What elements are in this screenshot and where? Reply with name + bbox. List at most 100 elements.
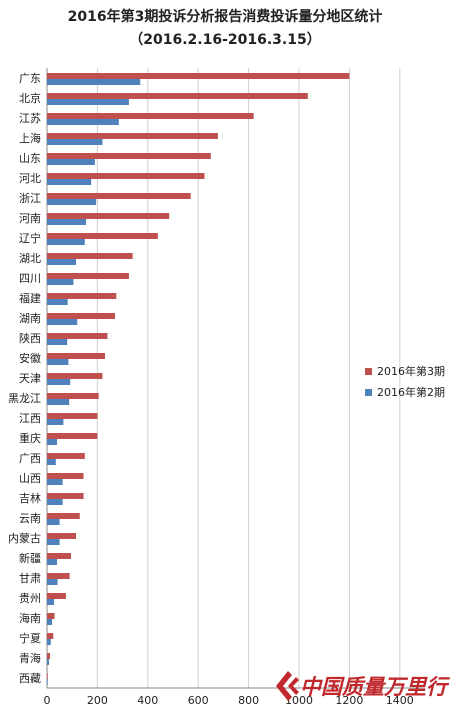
x-tick-labels: 0 200 400 600 800 1000 1200 1400: [44, 694, 414, 707]
bar-series-2: [47, 179, 92, 185]
category-labels: 广东北京江苏上海山东河北浙江河南辽宁湖北四川福建湖南陕西安徽天津黑龙江江西重庆广…: [8, 72, 41, 685]
bar-series-1: [47, 253, 133, 259]
bar-series-1: [47, 633, 54, 639]
x-tick-label: 1200: [335, 694, 363, 707]
category-label: 辽宁: [19, 231, 41, 245]
bar-series-1: [47, 373, 103, 379]
bar-series-1: [47, 93, 308, 99]
bar-series-1: [47, 293, 117, 299]
bar-series-2: [47, 199, 97, 205]
category-label: 广西: [19, 452, 41, 465]
bar-series-2: [47, 499, 63, 505]
category-label: 河南: [19, 212, 41, 225]
gridlines: [46, 68, 425, 689]
bar-series-1: [47, 473, 84, 479]
category-label: 浙江: [19, 192, 41, 205]
bars: [47, 73, 350, 685]
bar-series-2: [47, 119, 119, 125]
x-tick-label: 0: [44, 694, 51, 707]
bar-series-1: [47, 153, 211, 159]
bar-series-1: [47, 493, 84, 499]
bar-series-1: [47, 213, 170, 219]
x-tick-label: 1400: [386, 694, 414, 707]
bar-series-1: [47, 353, 105, 359]
category-label: 陕西: [19, 331, 41, 345]
bar-series-2: [47, 259, 76, 265]
legend-swatch: [365, 368, 372, 375]
bar-series-1: [47, 333, 108, 339]
category-label: 重庆: [19, 431, 41, 445]
category-label: 江西: [19, 412, 41, 425]
bar-series-1: [47, 513, 80, 519]
category-label: 宁夏: [19, 631, 41, 645]
bar-series-1: [47, 193, 191, 199]
category-label: 广东: [19, 72, 41, 85]
bar-series-2: [47, 159, 95, 165]
legend: 2016年第3期 2016年第2期: [365, 364, 445, 399]
category-label: 山东: [19, 152, 41, 165]
x-tick-label: 400: [137, 694, 158, 707]
category-label: 福建: [19, 291, 41, 305]
bar-series-2: [47, 519, 60, 525]
bar-series-1: [47, 453, 85, 459]
bar-series-2: [47, 559, 58, 565]
bar-series-1: [47, 613, 55, 619]
bar-series-1: [47, 393, 99, 399]
bar-series-1: [47, 133, 218, 139]
brand-logo: 中国质量万里行: [274, 669, 450, 705]
bar-series-2: [47, 679, 48, 685]
logo-text: 中国质量万里行: [300, 674, 447, 699]
bar-series-2: [47, 299, 68, 305]
bar-series-2: [47, 619, 53, 625]
bar-series-2: [47, 399, 70, 405]
category-label: 吉林: [19, 491, 41, 505]
category-label: 北京: [19, 91, 41, 105]
bar-series-2: [47, 539, 60, 545]
category-label: 云南: [19, 512, 41, 525]
bar-series-2: [47, 359, 69, 365]
bar-series-2: [47, 379, 71, 385]
bar-series-1: [47, 113, 254, 119]
bar-series-1: [47, 653, 51, 659]
chart-title: 2016年第3期投诉分析报告消费投诉量分地区统计: [67, 9, 383, 25]
bar-series-1: [47, 433, 98, 439]
legend-swatch: [365, 389, 372, 396]
x-tick-label: 200: [87, 694, 108, 707]
bar-series-2: [47, 639, 51, 645]
category-label: 内蒙古: [8, 531, 41, 545]
chart-subtitle: （2016.2.16-2016.3.15）: [129, 32, 321, 48]
bar-series-2: [47, 79, 141, 85]
bar-series-1: [47, 533, 76, 539]
legend-label: 2016年第2期: [377, 385, 445, 399]
legend-label: 2016年第3期: [377, 364, 445, 378]
category-label: 天津: [19, 372, 41, 385]
category-label: 湖北: [19, 252, 41, 265]
bar-series-2: [47, 339, 68, 345]
bar-series-1: [47, 593, 66, 599]
bar-series-2: [47, 279, 74, 285]
bar-series-2: [47, 659, 50, 665]
category-label: 四川: [19, 272, 41, 285]
bar-series-2: [47, 579, 58, 585]
bar-series-2: [47, 99, 129, 105]
bar-series-1: [47, 313, 116, 319]
bar-series-1: [47, 413, 98, 419]
category-label: 甘肃: [19, 572, 41, 585]
x-tick-label: 600: [188, 694, 209, 707]
category-label: 新疆: [19, 551, 41, 565]
x-tick-label: 800: [238, 694, 259, 707]
bar-series-2: [47, 459, 56, 465]
category-label: 青海: [19, 651, 41, 665]
bar-series-1: [47, 553, 71, 559]
category-label: 贵州: [19, 592, 41, 605]
bar-series-1: [47, 273, 129, 279]
bar-series-2: [47, 219, 87, 225]
category-label: 海南: [19, 611, 41, 625]
x-tick-label: 1000: [285, 694, 313, 707]
category-label: 江苏: [19, 112, 41, 125]
bar-series-1: [47, 673, 48, 679]
bar-series-2: [47, 419, 64, 425]
bar-series-2: [47, 319, 78, 325]
bar-series-2: [47, 139, 103, 145]
